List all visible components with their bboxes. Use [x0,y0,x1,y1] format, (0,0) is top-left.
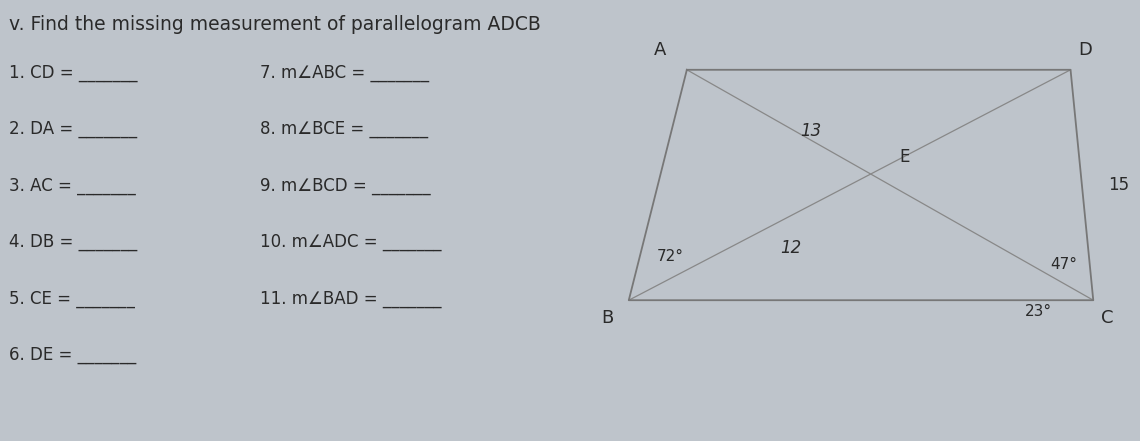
Text: 1. CD = _______: 1. CD = _______ [9,64,138,82]
Text: E: E [898,148,910,166]
Text: 2. DA = _______: 2. DA = _______ [9,120,137,138]
Text: 6. DE = _______: 6. DE = _______ [9,346,137,364]
Text: 15: 15 [1108,176,1130,194]
Text: 13: 13 [800,122,821,139]
Text: v. Find the missing measurement of parallelogram ADCB: v. Find the missing measurement of paral… [9,15,542,34]
Text: 9. m∠BCD = _______: 9. m∠BCD = _______ [260,177,431,195]
Text: 5. CE = _______: 5. CE = _______ [9,290,135,308]
Text: D: D [1078,41,1092,59]
Text: 10. m∠ADC = _______: 10. m∠ADC = _______ [260,233,441,251]
Text: B: B [602,309,613,327]
Text: 47°: 47° [1050,257,1077,272]
Text: 72°: 72° [657,249,684,264]
Text: A: A [654,41,667,59]
Text: 8. m∠BCE = _______: 8. m∠BCE = _______ [260,120,428,138]
Text: 11. m∠BAD = _______: 11. m∠BAD = _______ [260,290,441,308]
Text: C: C [1101,309,1114,327]
Text: 7. m∠ABC = _______: 7. m∠ABC = _______ [260,64,429,82]
Text: 23°: 23° [1025,304,1052,319]
Text: 12: 12 [780,239,801,257]
Text: 4. DB = _______: 4. DB = _______ [9,233,138,251]
Text: 3. AC = _______: 3. AC = _______ [9,177,136,195]
